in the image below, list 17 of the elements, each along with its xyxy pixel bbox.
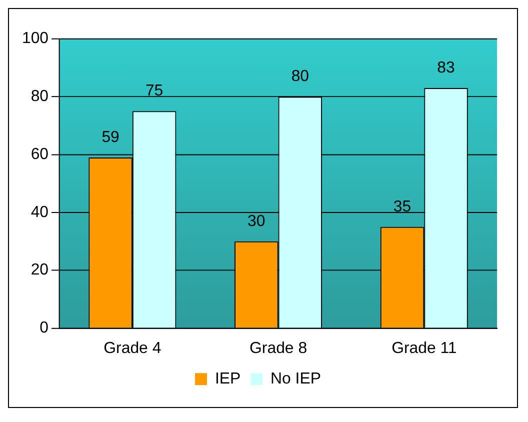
data-label: 75 (145, 82, 164, 100)
x-tick-label: Grade 4 (104, 340, 162, 358)
legend-label: No IEP (270, 370, 321, 388)
data-label: 59 (102, 128, 120, 146)
y-tick-label: 40 (30, 204, 49, 221)
y-tick-label: 60 (30, 146, 49, 163)
legend-label: IEP (214, 370, 241, 388)
y-tick-label: 80 (30, 88, 49, 106)
x-tick-label: Grade 8 (250, 340, 308, 358)
y-tick-label: 100 (22, 30, 49, 48)
data-label: 83 (437, 60, 456, 77)
y-tick-label: 0 (40, 320, 49, 337)
data-label: 80 (291, 68, 310, 86)
y-tick-label: 20 (30, 262, 49, 279)
x-tick-label: Grade 11 (392, 340, 457, 358)
data-label: 35 (393, 198, 412, 216)
data-label: 30 (248, 212, 266, 230)
